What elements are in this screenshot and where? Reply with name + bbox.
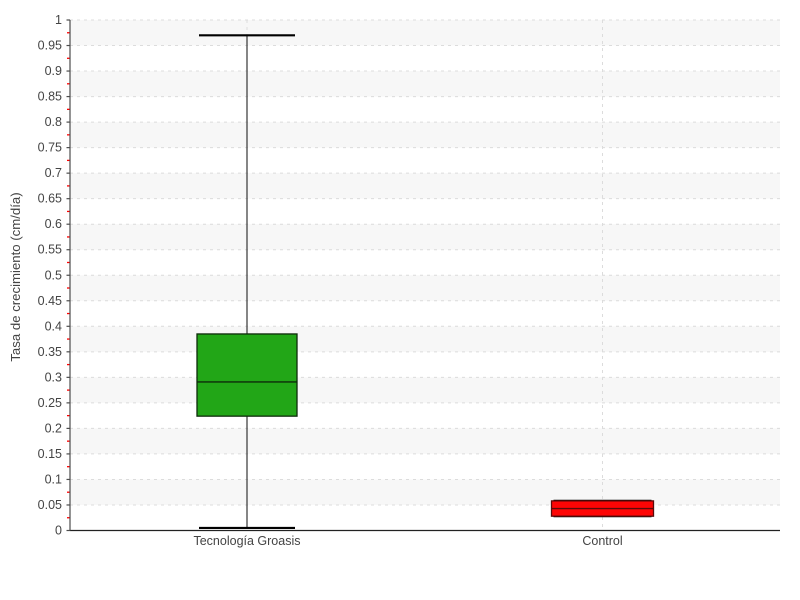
- svg-text:Control: Control: [582, 534, 622, 548]
- svg-text:0.9: 0.9: [45, 64, 62, 78]
- svg-text:0.45: 0.45: [38, 294, 62, 308]
- svg-text:0.7: 0.7: [45, 166, 62, 180]
- svg-text:Tasa de crecimiento (cm/día): Tasa de crecimiento (cm/día): [8, 192, 23, 361]
- svg-text:0.05: 0.05: [38, 498, 62, 512]
- svg-text:0.2: 0.2: [45, 421, 62, 435]
- svg-text:0.6: 0.6: [45, 217, 62, 231]
- svg-text:0.1: 0.1: [45, 472, 62, 486]
- svg-text:0.85: 0.85: [38, 90, 62, 104]
- svg-text:0.65: 0.65: [38, 192, 62, 206]
- svg-text:Tecnología Groasis: Tecnología Groasis: [193, 534, 300, 548]
- svg-text:0.55: 0.55: [38, 243, 62, 257]
- svg-text:0.15: 0.15: [38, 447, 62, 461]
- svg-text:0.8: 0.8: [45, 115, 62, 129]
- svg-text:1: 1: [55, 13, 62, 27]
- svg-text:0: 0: [55, 524, 62, 538]
- svg-text:0.75: 0.75: [38, 141, 62, 155]
- svg-text:0.3: 0.3: [45, 370, 62, 384]
- svg-text:0.25: 0.25: [38, 396, 62, 410]
- svg-text:0.95: 0.95: [38, 39, 62, 53]
- svg-text:0.5: 0.5: [45, 268, 62, 282]
- svg-text:0.35: 0.35: [38, 345, 62, 359]
- svg-text:0.4: 0.4: [45, 319, 62, 333]
